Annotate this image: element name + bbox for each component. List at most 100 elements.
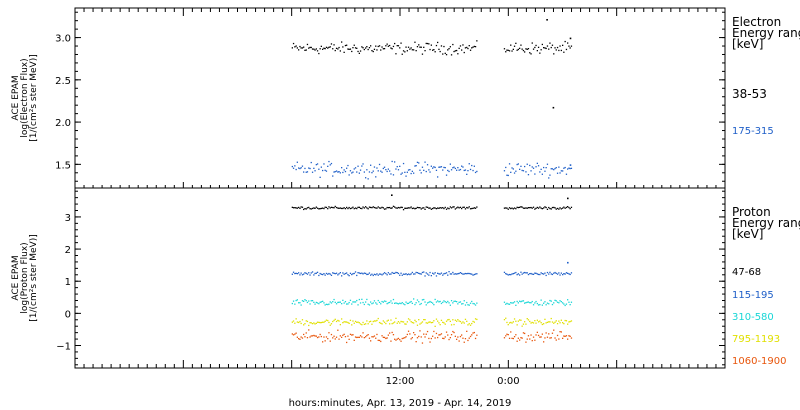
data-point: [435, 332, 438, 335]
data-point: [316, 321, 319, 323]
data-point: [381, 46, 383, 48]
data-point: [313, 207, 315, 209]
data-point: [503, 170, 506, 172]
data-point: [411, 302, 413, 304]
data-point: [545, 332, 547, 334]
data-point: [304, 336, 306, 338]
data-point: [449, 206, 451, 208]
data-point: [339, 50, 341, 52]
data-point: [390, 173, 392, 175]
data-point: [339, 272, 341, 274]
y-tick-label: 0: [65, 309, 71, 320]
data-point: [439, 334, 441, 336]
data-point: [448, 48, 450, 50]
data-point: [437, 336, 439, 339]
data-point: [540, 322, 542, 324]
data-point: [366, 320, 368, 322]
data-point: [524, 332, 526, 335]
data-point: [550, 208, 552, 210]
data-point: [402, 321, 405, 323]
data-point: [373, 166, 376, 168]
data-point: [407, 318, 410, 320]
data-point: [378, 339, 381, 342]
data-point: [530, 322, 532, 324]
data-point: [563, 335, 565, 337]
data-point: [442, 321, 444, 323]
data-point: [563, 167, 565, 169]
data-point: [349, 319, 352, 321]
data-point: [519, 206, 521, 208]
data-point: [440, 319, 443, 321]
data-point: [425, 170, 427, 173]
data-point: [397, 303, 400, 305]
data-point: [564, 40, 566, 43]
data-point: [435, 301, 438, 303]
data-point: [335, 47, 338, 49]
data-point: [464, 208, 467, 210]
data-point: [385, 169, 387, 171]
data-point: [416, 299, 419, 301]
data-point: [511, 167, 513, 169]
data-point: [386, 43, 388, 45]
data-point: [539, 52, 541, 54]
data-point: [330, 43, 333, 45]
data-point: [456, 320, 458, 322]
data-point: [324, 206, 326, 208]
data-point: [320, 166, 322, 168]
data-point: [525, 341, 527, 343]
data-point: [370, 320, 372, 322]
data-point: [462, 321, 464, 323]
data-point: [537, 165, 540, 167]
data-point: [472, 207, 474, 209]
data-point: [556, 323, 559, 325]
data-point: [327, 319, 329, 322]
data-point: [428, 169, 430, 171]
data-point: [421, 342, 424, 344]
data-point: [371, 50, 373, 52]
data-point: [443, 300, 445, 302]
data-point: [461, 207, 463, 210]
data-point: [563, 206, 565, 208]
data-point: [333, 272, 335, 274]
data-point: [520, 301, 522, 303]
data-point: [315, 322, 317, 324]
data-point: [424, 161, 426, 163]
data-point: [434, 207, 436, 209]
data-point: [349, 333, 352, 335]
data-point: [521, 206, 523, 208]
data-point: [294, 272, 296, 275]
data-point: [449, 337, 451, 339]
data-point: [425, 42, 427, 45]
data-point: [511, 302, 513, 304]
data-point: [400, 206, 402, 208]
legend-entry: 115-195: [732, 290, 774, 301]
y-axis-label: log(Electron Flux): [20, 58, 30, 137]
data-point: [569, 304, 571, 306]
data-point: [311, 207, 314, 210]
data-point: [363, 48, 365, 51]
data-point: [438, 207, 440, 209]
data-point: [358, 206, 360, 208]
data-point: [448, 318, 450, 321]
y-tick-label: 2: [65, 245, 71, 256]
data-point: [352, 320, 354, 322]
data-point: [410, 47, 412, 49]
data-point: [358, 52, 360, 54]
data-point: [569, 164, 572, 166]
data-point: [313, 322, 315, 324]
data-point: [517, 48, 519, 51]
data-point: [570, 45, 573, 47]
data-point: [541, 323, 543, 326]
data-point: [543, 47, 545, 49]
data-point: [529, 338, 531, 340]
data-point: [377, 299, 379, 302]
data-point: [407, 169, 410, 171]
data-point: [570, 206, 573, 208]
data-point: [527, 335, 530, 337]
data-point: [394, 321, 396, 323]
data-point: [507, 274, 509, 276]
data-point: [473, 321, 475, 323]
data-point: [337, 329, 339, 331]
data-point: [416, 272, 419, 274]
data-point: [515, 42, 517, 44]
